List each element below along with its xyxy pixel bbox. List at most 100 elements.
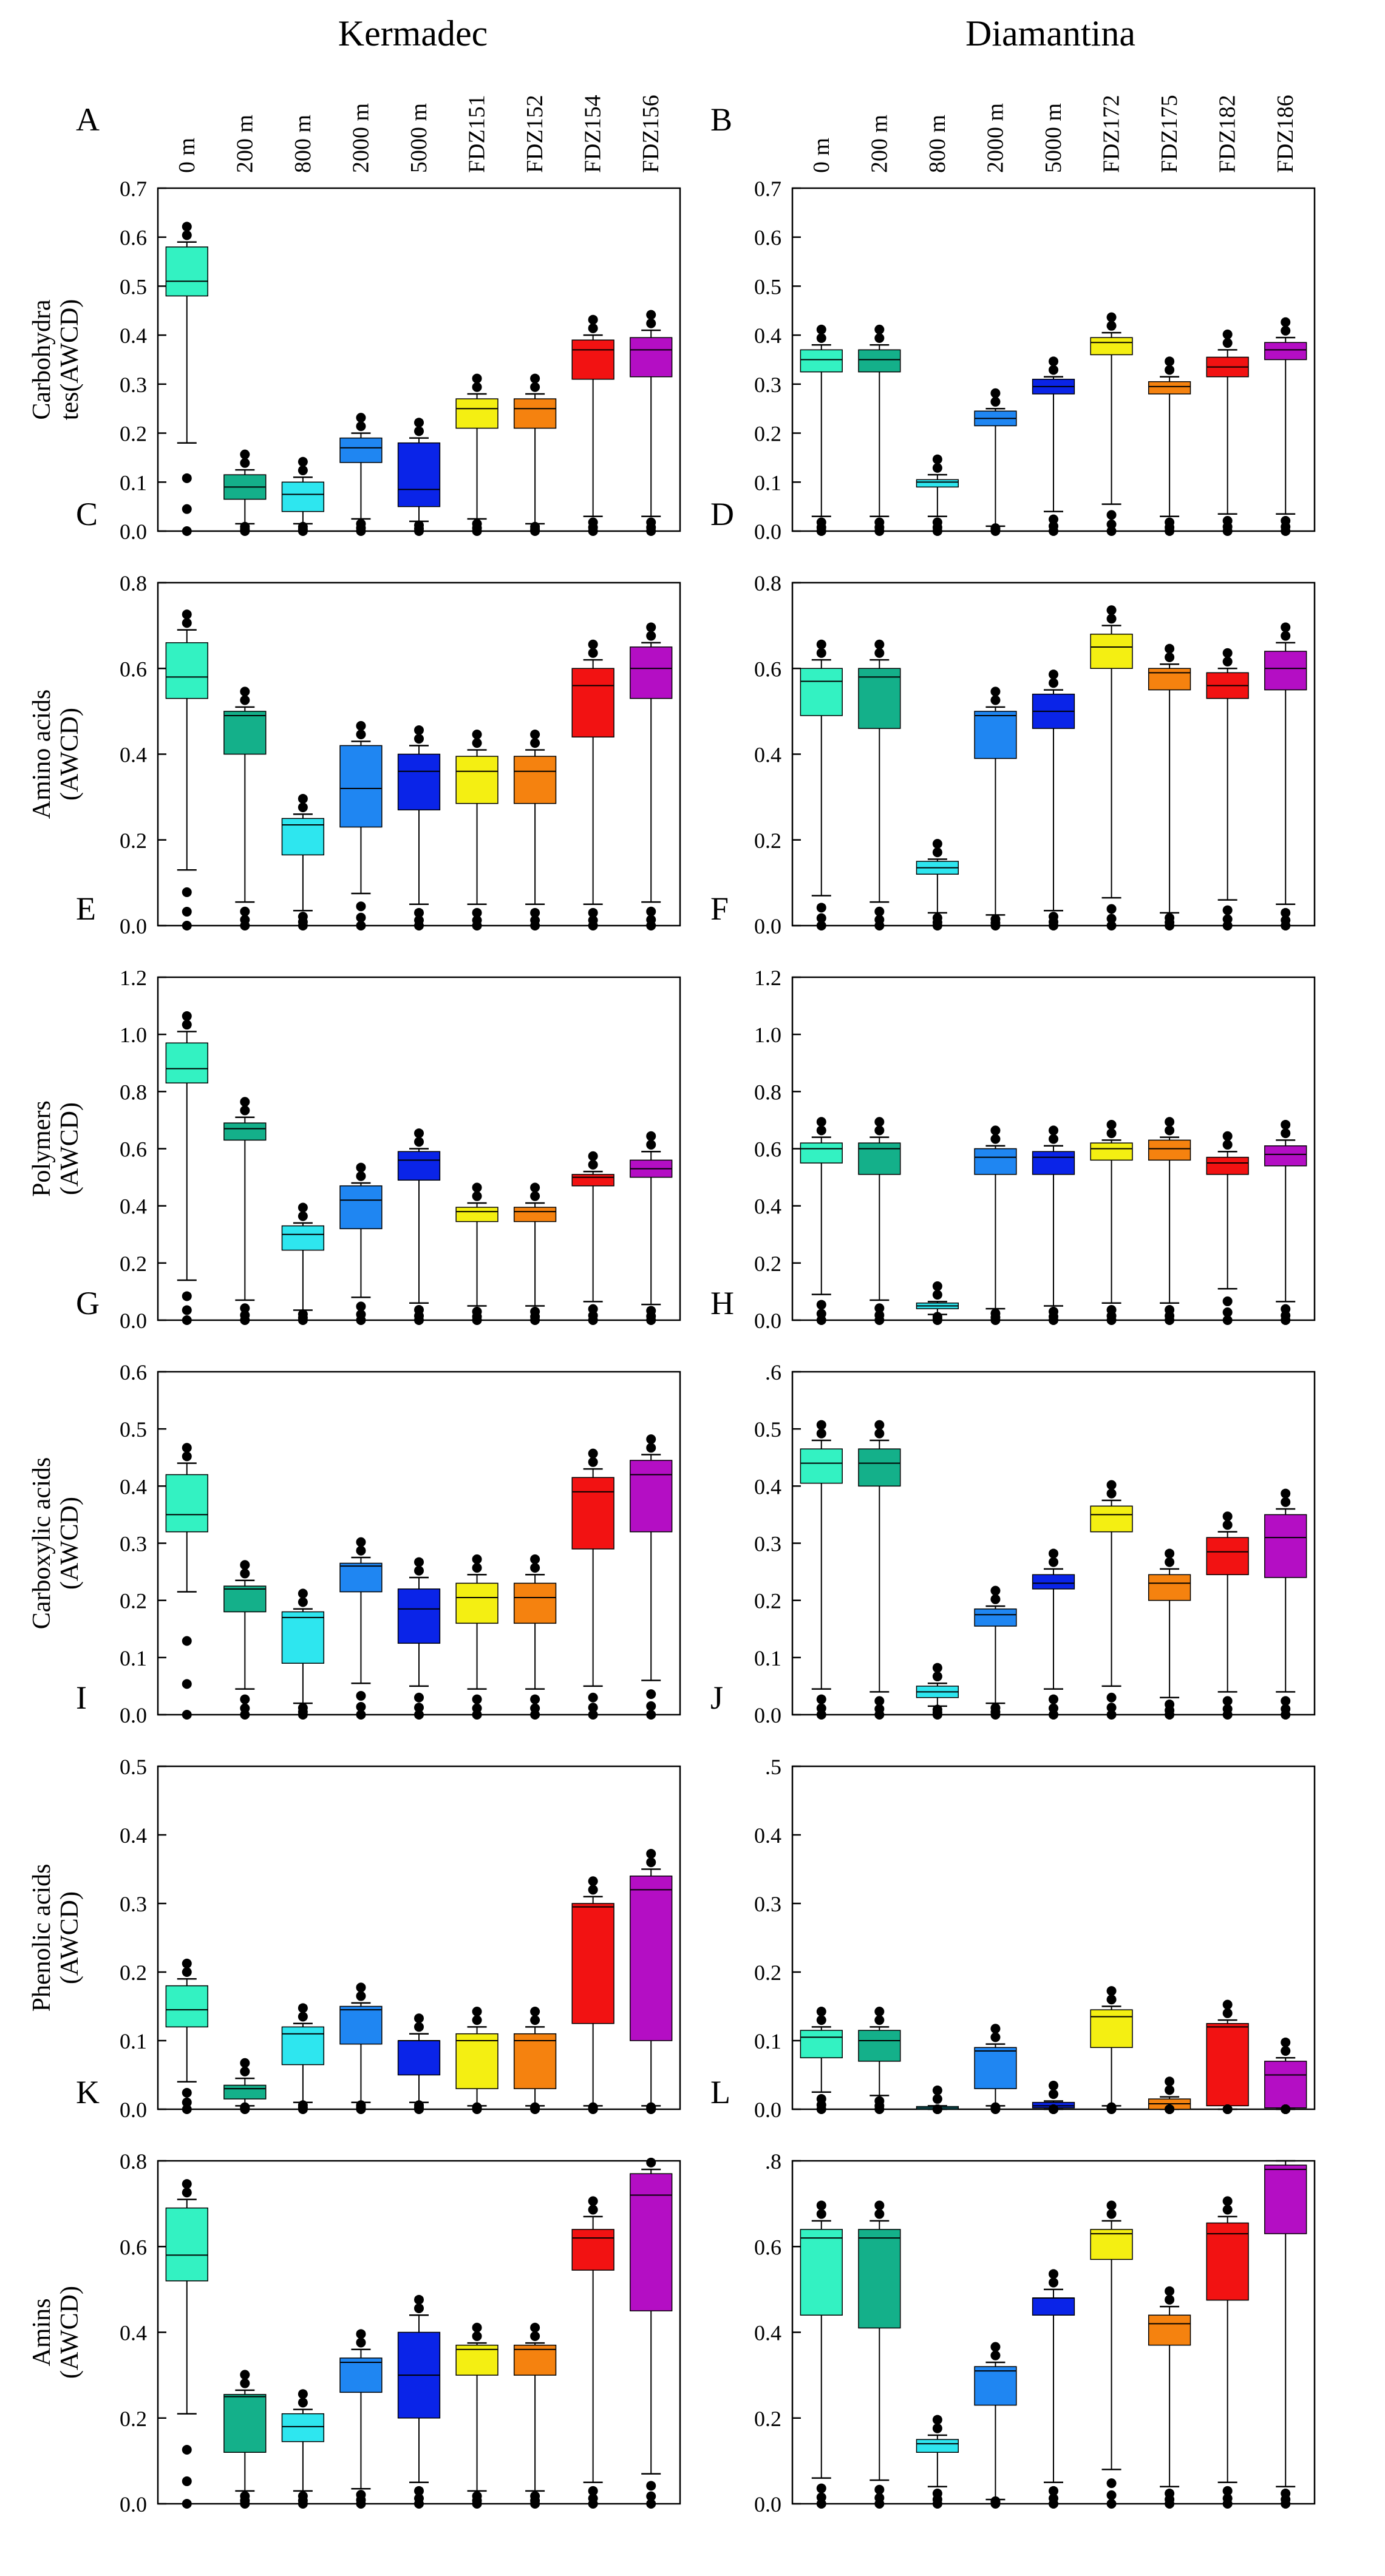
outlier-d-1-2 bbox=[874, 906, 885, 917]
box-i-4 bbox=[397, 2013, 441, 2114]
y-tick-label-g-3: 0.3 bbox=[120, 1532, 147, 1556]
outlier-b-4-1 bbox=[1049, 356, 1058, 367]
outlier-h-6-4 bbox=[1165, 1710, 1175, 1720]
outlier-d-2-4 bbox=[932, 921, 942, 930]
outlier-l-2-4 bbox=[932, 2499, 942, 2509]
outlier-f-5-4 bbox=[1106, 1315, 1117, 1325]
outlier-l-8-4 bbox=[1281, 2499, 1291, 2509]
outlier-c-0-3 bbox=[182, 907, 192, 917]
outlier-f-0-1 bbox=[816, 1117, 826, 1127]
box-c-7 bbox=[571, 639, 614, 930]
box-body-c-5 bbox=[455, 756, 499, 804]
outlier-g-7-3 bbox=[588, 1703, 598, 1713]
outlier-i-4-4 bbox=[414, 2104, 424, 2114]
outlier-c-3-3 bbox=[356, 912, 366, 923]
category-label-b-8: FDZ186 bbox=[1273, 95, 1298, 173]
panel-label-g: G bbox=[76, 1285, 100, 1321]
y-tick-label-a-5: 0.5 bbox=[120, 274, 147, 299]
outlier-g-8-3 bbox=[646, 1701, 656, 1711]
outlier-k-0-0 bbox=[182, 2188, 192, 2198]
outlier-a-7-1 bbox=[588, 314, 598, 325]
panel-label-e: E bbox=[76, 890, 96, 927]
outlier-e-7-4 bbox=[588, 1315, 598, 1325]
category-label-a-7: FDZ154 bbox=[580, 95, 606, 173]
box-body-g-7 bbox=[571, 1477, 614, 1550]
y-tick-label-b-3: 0.3 bbox=[754, 373, 781, 397]
box-c-3 bbox=[339, 720, 383, 930]
outlier-d-0-0 bbox=[816, 648, 826, 658]
outlier-h-4-4 bbox=[1049, 1710, 1058, 1720]
box-body-h-1 bbox=[858, 1448, 901, 1487]
panel-f: F 0.0 0.2 0.4 0.6 0.8 1.0 1.2 bbox=[710, 890, 1316, 1333]
box-f-2 bbox=[916, 1281, 959, 1325]
box-body-i-1 bbox=[223, 2084, 267, 2100]
outlier-f-7-3 bbox=[1222, 1307, 1233, 1318]
panel-i: I 0.0 0.1 0.2 0.3 0.4 0.5 Phenolic acids (AWCD) bbox=[28, 1679, 681, 2122]
outlier-j-4-1 bbox=[1049, 2081, 1058, 2091]
outlier-h-0-1 bbox=[816, 1420, 826, 1430]
box-c-0 bbox=[165, 609, 208, 930]
y-tick-label-l-1: 0.2 bbox=[754, 2407, 781, 2431]
y-tick-label-i-2: 0.2 bbox=[120, 1961, 147, 1985]
outlier-l-4-2 bbox=[1049, 2486, 1058, 2496]
outlier-e-6-0 bbox=[530, 1191, 540, 1201]
category-label-b-7: FDZ182 bbox=[1215, 95, 1240, 173]
outlier-b-3-0 bbox=[990, 396, 1001, 407]
outlier-k-5-1 bbox=[472, 2322, 482, 2333]
outlier-h-5-4 bbox=[1106, 1710, 1117, 1720]
box-f-5 bbox=[1090, 1119, 1133, 1325]
box-e-2 bbox=[281, 1202, 325, 1325]
box-body-d-3 bbox=[974, 711, 1017, 759]
y-tick-label-h-3: 0.3 bbox=[754, 1532, 781, 1556]
y-tick-label-h-0: 0.0 bbox=[754, 1703, 781, 1727]
outlier-h-6-1 bbox=[1165, 1548, 1175, 1559]
outlier-l-6-0 bbox=[1165, 2294, 1175, 2305]
outlier-e-8-1 bbox=[646, 1131, 656, 1141]
outlier-g-8-4 bbox=[646, 1710, 656, 1720]
outlier-l-0-0 bbox=[816, 2209, 826, 2219]
panel-d: D 0.0 0.2 0.4 0.6 0.8 bbox=[710, 496, 1316, 938]
outlier-c-4-2 bbox=[414, 907, 424, 918]
outlier-e-4-1 bbox=[414, 1128, 424, 1139]
category-label-b-4: 5000 m bbox=[1041, 103, 1066, 173]
outlier-f-5-0 bbox=[1106, 1128, 1117, 1139]
outlier-b-5-0 bbox=[1106, 320, 1117, 331]
outlier-a-0-0 bbox=[182, 230, 192, 240]
y-tick-label-j-0: 0.0 bbox=[754, 2098, 781, 2122]
outlier-e-0-0 bbox=[182, 1020, 192, 1030]
box-body-a-5 bbox=[455, 398, 499, 429]
outlier-h-1-1 bbox=[874, 1420, 885, 1430]
box-body-b-6 bbox=[1148, 381, 1191, 395]
box-e-0 bbox=[165, 1011, 208, 1325]
box-a-6 bbox=[513, 373, 557, 536]
outlier-e-8-4 bbox=[646, 1315, 656, 1325]
panel-g: G 0.0 0.1 0.2 0.3 0.4 0.5 0.6 Carboxylic acids (A… bbox=[28, 1285, 681, 1727]
y-tick-label-i-1: 0.1 bbox=[120, 2029, 147, 2053]
outlier-l-4-4 bbox=[1049, 2499, 1058, 2509]
outlier-e-7-0 bbox=[588, 1159, 598, 1170]
outlier-f-8-1 bbox=[1281, 1119, 1291, 1130]
y-tick-label-c-3: 0.6 bbox=[120, 657, 147, 681]
box-d-8 bbox=[1264, 622, 1307, 930]
outlier-c-2-1 bbox=[298, 793, 308, 804]
box-body-j-1 bbox=[858, 2030, 901, 2062]
box-body-f-3 bbox=[974, 1148, 1017, 1175]
outlier-j-3-0 bbox=[990, 2032, 1001, 2042]
outlier-c-0-1 bbox=[182, 609, 192, 620]
box-body-k-3 bbox=[339, 2357, 383, 2393]
outlier-i-7-1 bbox=[588, 1876, 598, 1886]
outlier-b-8-0 bbox=[1281, 325, 1291, 336]
outlier-b-7-4 bbox=[1222, 526, 1233, 536]
box-i-1 bbox=[223, 2058, 267, 2114]
outlier-k-4-2 bbox=[414, 2486, 424, 2496]
y-tick-label-h-5: 0.5 bbox=[754, 1417, 781, 1442]
outlier-b-1-0 bbox=[874, 333, 885, 343]
category-label-a-3: 2000 m bbox=[348, 103, 373, 173]
outlier-e-3-4 bbox=[356, 1315, 366, 1325]
y-tick-label-g-4: 0.4 bbox=[120, 1474, 147, 1499]
y-tick-label-e-1: 0.2 bbox=[120, 1252, 147, 1276]
outlier-a-2-1 bbox=[298, 456, 308, 467]
outlier-c-2-4 bbox=[298, 921, 308, 930]
outlier-k-2-1 bbox=[298, 2389, 308, 2399]
outlier-g-8-1 bbox=[646, 1434, 656, 1445]
